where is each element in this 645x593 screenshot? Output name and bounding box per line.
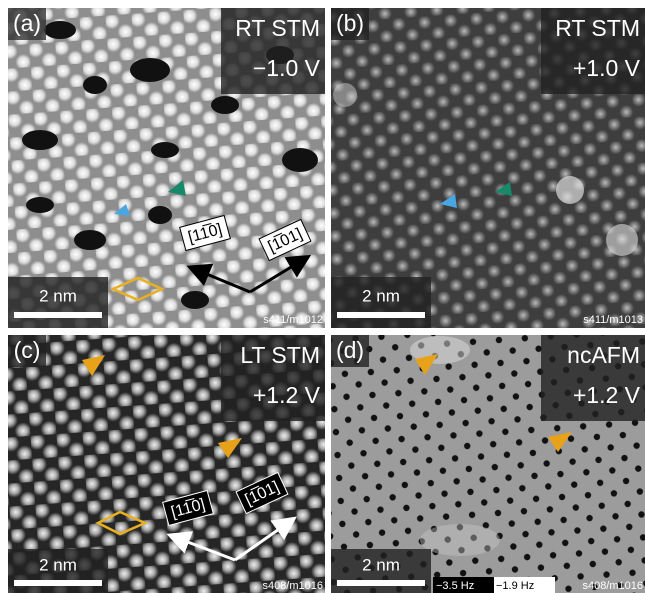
bias: +1.2 V	[253, 382, 321, 408]
file-id: s411/m1012	[263, 314, 323, 326]
mode: ncAFM	[567, 342, 640, 368]
figure: (a) RT STM −1.0 V [11̅0] [1̅01] 2 nm s41…	[0, 0, 645, 593]
scale-label: 2 nm	[39, 555, 77, 574]
panel-label: (a)	[13, 10, 41, 36]
panel-d: (d) ncAFM +1.2 V 2 nm −3.5 Hz −1.9 Hz s4…	[331, 335, 645, 593]
panel-b: (b) RT STM +1.0 V 2 nm s411/m1013	[331, 8, 645, 328]
panel-c: (c) LT STM +1.2 V [11̅0] [1̅01] 2 nm s40…	[8, 335, 325, 593]
scale-bar	[337, 580, 425, 586]
file-id: s408/m1016	[262, 580, 323, 592]
scale-bar	[14, 312, 102, 318]
file-id: s411/m1013	[583, 314, 643, 326]
bright-spot	[606, 224, 638, 256]
bright-spot	[556, 176, 584, 204]
bias: −1.0 V	[253, 55, 321, 81]
bias: +1.2 V	[573, 382, 641, 408]
scale-label: 2 nm	[39, 286, 77, 305]
scale-bar	[14, 580, 102, 586]
mode: LT STM	[240, 342, 320, 368]
panel-label: (b)	[336, 10, 364, 36]
panel-label: (c)	[14, 337, 41, 363]
bright-area	[420, 524, 500, 556]
bias: +1.0 V	[573, 55, 641, 81]
colorbar-label: −1.9 Hz	[496, 580, 534, 592]
scale-label: 2 nm	[362, 286, 400, 305]
scale-label: 2 nm	[362, 555, 400, 574]
bright-spot	[333, 83, 357, 107]
panel-label: (d)	[336, 337, 364, 363]
scale-bar	[337, 312, 425, 318]
panel-a: (a) RT STM −1.0 V [11̅0] [1̅01] 2 nm s41…	[8, 8, 325, 328]
colorbar-label: −3.5 Hz	[436, 580, 474, 592]
file-id: s408/m1016	[582, 580, 643, 592]
mode: RT STM	[235, 15, 320, 41]
mode: RT STM	[555, 15, 640, 41]
